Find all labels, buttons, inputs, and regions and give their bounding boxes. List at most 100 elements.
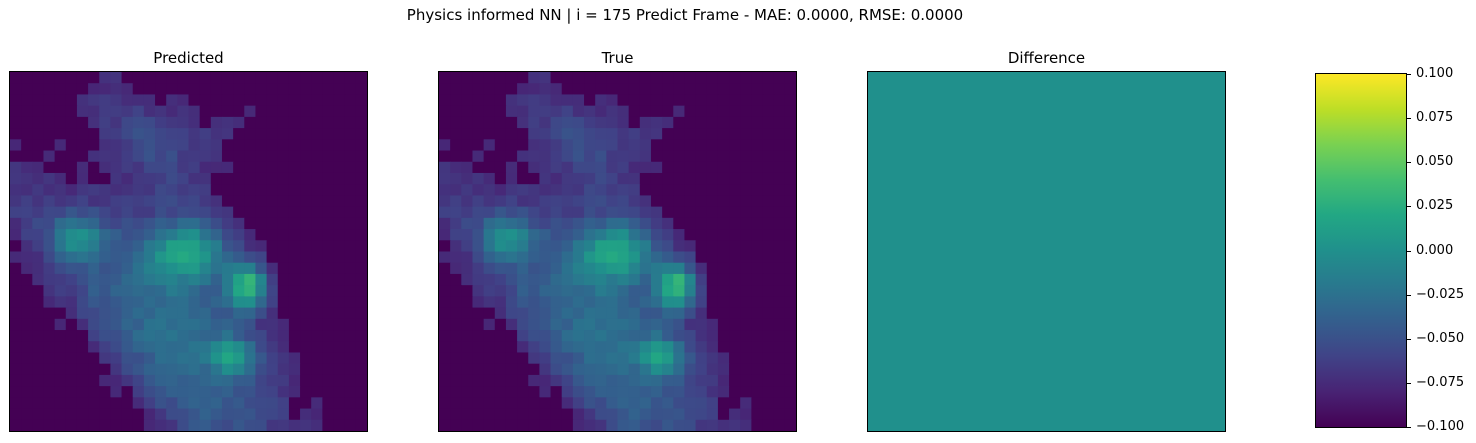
true-cell bbox=[773, 150, 786, 163]
predicted-cell bbox=[54, 374, 67, 387]
predicted-cell bbox=[355, 374, 367, 387]
true-cell bbox=[494, 374, 507, 387]
true-cell bbox=[673, 150, 686, 163]
predicted-cell bbox=[43, 72, 56, 84]
true-cell bbox=[695, 116, 708, 129]
true-cell bbox=[483, 307, 496, 320]
predicted-cell bbox=[266, 150, 279, 163]
true-cell bbox=[773, 206, 786, 219]
predicted-cell bbox=[188, 307, 201, 320]
predicted-cell bbox=[288, 229, 301, 241]
predicted-cell bbox=[166, 352, 178, 365]
predicted-cell bbox=[322, 251, 335, 264]
predicted-cell bbox=[188, 251, 201, 264]
true-cell bbox=[628, 273, 641, 286]
predicted-cell bbox=[266, 285, 279, 297]
predicted-cell bbox=[32, 161, 45, 174]
true-cell bbox=[572, 330, 585, 342]
true-cell bbox=[740, 240, 752, 253]
true-cell bbox=[639, 419, 652, 431]
predicted-cell bbox=[143, 352, 156, 365]
true-cell bbox=[762, 251, 775, 264]
predicted-cell bbox=[121, 240, 134, 253]
predicted-cell bbox=[210, 330, 223, 342]
true-cell bbox=[439, 139, 451, 152]
heatmap-true bbox=[438, 71, 797, 432]
true-cell bbox=[695, 229, 708, 241]
predicted-cell bbox=[166, 184, 178, 197]
predicted-cell bbox=[322, 352, 335, 365]
predicted-cell bbox=[333, 352, 346, 365]
predicted-cell bbox=[322, 139, 335, 152]
true-cell bbox=[706, 105, 719, 118]
true-cell bbox=[740, 374, 752, 387]
true-cell bbox=[539, 352, 552, 365]
predicted-cell bbox=[221, 116, 234, 129]
true-cell bbox=[561, 352, 574, 365]
true-cell bbox=[461, 408, 474, 421]
predicted-cell bbox=[88, 307, 100, 320]
predicted-cell bbox=[344, 273, 357, 286]
true-cell bbox=[773, 408, 786, 421]
colorbar-tick-label: 0.025 bbox=[1416, 198, 1454, 214]
predicted-cell bbox=[311, 172, 323, 185]
true-cell bbox=[639, 273, 652, 286]
true-cell bbox=[450, 397, 462, 410]
predicted-cell bbox=[65, 206, 78, 219]
true-cell bbox=[684, 318, 697, 331]
true-cell bbox=[450, 229, 462, 241]
predicted-cell bbox=[255, 307, 268, 320]
true-cell bbox=[584, 94, 596, 107]
true-cell bbox=[595, 206, 607, 219]
true-cell bbox=[706, 139, 719, 152]
predicted-cell bbox=[132, 240, 145, 253]
predicted-cell bbox=[76, 397, 89, 410]
figure-suptitle: Physics informed NN | i = 175 Predict Fr… bbox=[406, 6, 964, 24]
true-cell bbox=[784, 318, 796, 331]
true-cell bbox=[450, 330, 462, 342]
true-cell bbox=[662, 285, 674, 297]
predicted-cell bbox=[132, 386, 145, 398]
true-cell bbox=[483, 341, 496, 354]
predicted-cell bbox=[266, 94, 279, 107]
predicted-cell bbox=[288, 94, 301, 107]
predicted-cell bbox=[188, 184, 201, 197]
predicted-cell bbox=[288, 363, 301, 376]
predicted-cell bbox=[188, 296, 201, 309]
predicted-cell bbox=[188, 352, 201, 365]
true-cell bbox=[439, 105, 451, 118]
predicted-cell bbox=[333, 240, 346, 253]
predicted-cell bbox=[76, 330, 89, 342]
true-cell bbox=[461, 251, 474, 264]
true-cell bbox=[751, 251, 764, 264]
true-cell bbox=[717, 195, 730, 208]
predicted-cell bbox=[99, 307, 112, 320]
true-cell bbox=[628, 184, 641, 197]
predicted-cell bbox=[244, 240, 257, 253]
predicted-cell bbox=[233, 105, 245, 118]
true-cell bbox=[606, 139, 619, 152]
predicted-cell bbox=[266, 105, 279, 118]
predicted-cell bbox=[266, 262, 279, 275]
true-cell bbox=[505, 374, 518, 387]
predicted-cell bbox=[233, 285, 245, 297]
true-cell bbox=[528, 150, 541, 163]
predicted-cell bbox=[344, 150, 357, 163]
predicted-cell bbox=[54, 94, 67, 107]
true-cell bbox=[584, 318, 596, 331]
predicted-cell bbox=[277, 206, 290, 219]
predicted-cell bbox=[110, 161, 123, 174]
true-cell bbox=[494, 229, 507, 241]
true-cell bbox=[650, 172, 663, 185]
predicted-cell bbox=[43, 128, 56, 140]
true-cell bbox=[561, 273, 574, 286]
true-cell bbox=[439, 229, 451, 241]
true-cell bbox=[717, 374, 730, 387]
colorbar-tick-label: −0.075 bbox=[1416, 374, 1465, 390]
predicted-cell bbox=[244, 94, 257, 107]
true-cell bbox=[695, 105, 708, 118]
predicted-cell bbox=[143, 240, 156, 253]
predicted-cell bbox=[288, 296, 301, 309]
predicted-cell bbox=[99, 150, 112, 163]
true-cell bbox=[695, 251, 708, 264]
